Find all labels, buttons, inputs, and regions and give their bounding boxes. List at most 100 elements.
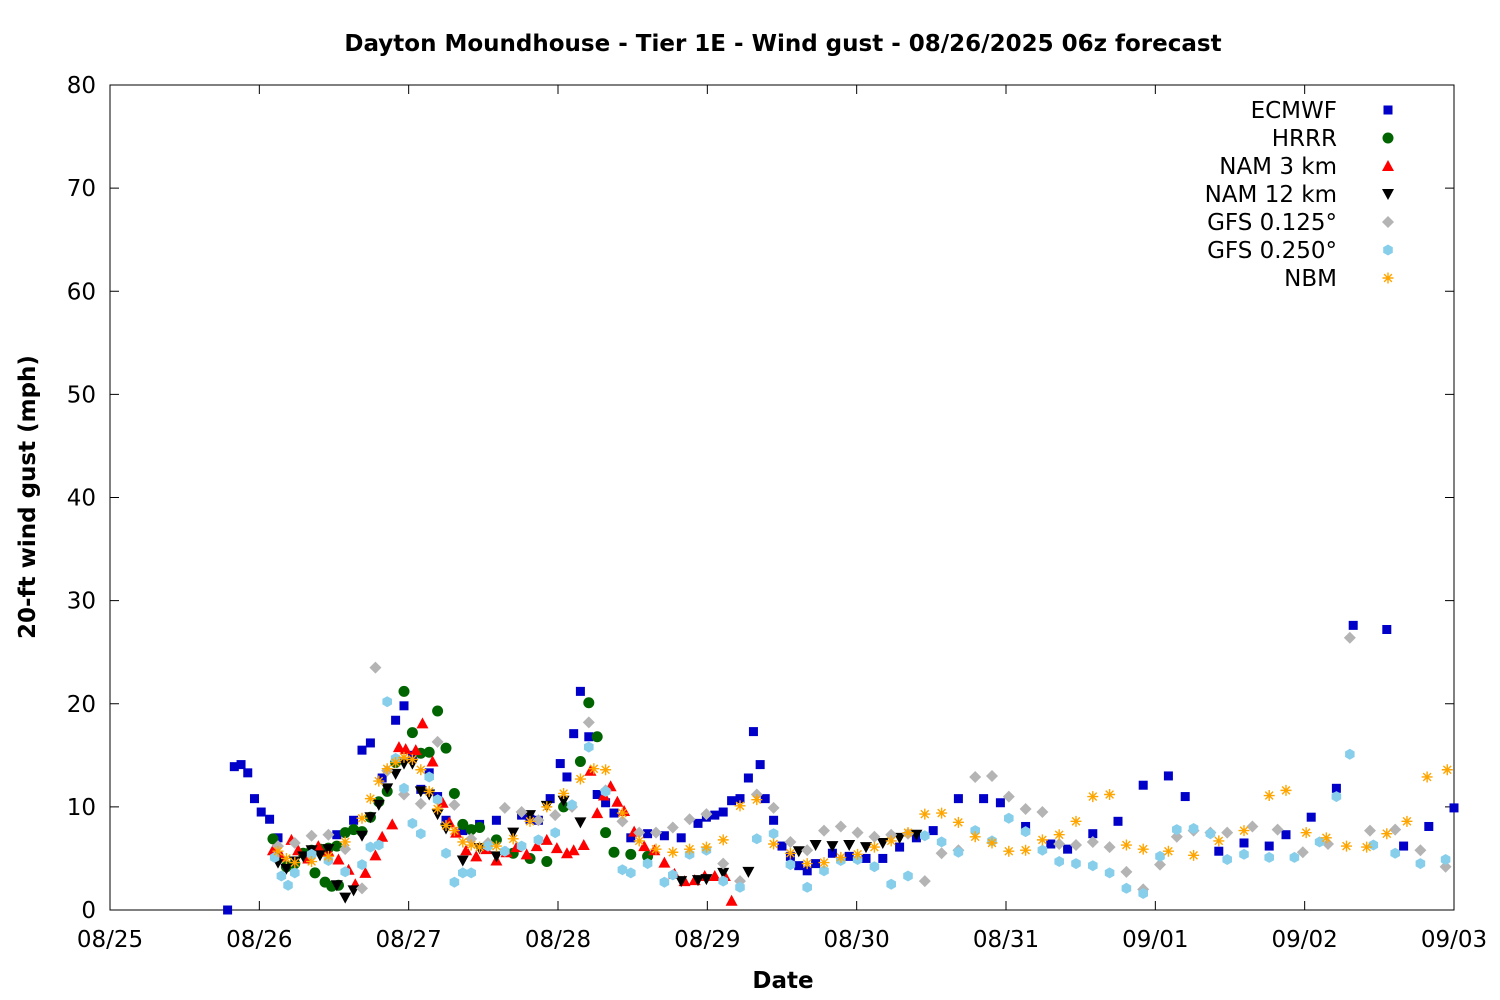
point-nam-12-km: [490, 851, 503, 863]
point-gfs-0-125: [448, 798, 461, 811]
point-nbm: [1070, 815, 1082, 827]
point-hrrr: [541, 856, 553, 868]
point-ecmwf: [777, 841, 787, 851]
x-tick-label: 08/25: [77, 927, 143, 953]
point-nbm: [465, 839, 477, 851]
y-tick-label: 20: [67, 692, 96, 718]
point-gfs-0-250: [1440, 854, 1451, 865]
point-gfs-0-250: [970, 825, 980, 837]
point-ecmwf: [1306, 812, 1316, 822]
legend-marker-nbm: [1382, 272, 1394, 284]
point-nbm: [490, 840, 502, 852]
point-ecmwf: [584, 732, 594, 742]
point-nbm: [700, 841, 712, 853]
point-ecmwf: [693, 818, 703, 828]
point-gfs-0-250: [1331, 791, 1342, 803]
point-nbm: [768, 838, 780, 850]
point-gfs-0-125: [305, 829, 318, 842]
point-ecmwf: [953, 794, 963, 804]
point-ecmwf: [718, 807, 728, 817]
point-hrrr: [432, 705, 444, 717]
point-ecmwf: [592, 790, 602, 799]
point-ecmwf: [1088, 829, 1098, 839]
point-nbm: [885, 835, 897, 847]
point-gfs-0-250: [357, 859, 367, 871]
point-gfs-0-250: [819, 865, 829, 877]
point-gfs-0-125: [1070, 839, 1082, 852]
point-gfs-0-125: [683, 813, 696, 826]
point-nbm: [1003, 845, 1015, 857]
point-nam-3-km: [530, 840, 543, 852]
legend-marker-gfs-0-125: [1382, 216, 1394, 228]
point-nam-12-km: [574, 817, 587, 829]
point-nam-12-km: [675, 876, 688, 888]
point-gfs-0-250: [752, 833, 762, 845]
legend-marker-gfs-0-250: [1383, 244, 1393, 256]
point-hrrr: [267, 833, 279, 845]
point-gfs-0-125: [414, 797, 427, 810]
point-nam-3-km: [658, 856, 671, 868]
point-ecmwf: [1382, 625, 1392, 634]
point-nam-3-km: [376, 830, 389, 842]
y-tick-label: 10: [67, 795, 96, 821]
point-nbm: [835, 851, 847, 863]
legend-marker-ecmwf: [1383, 105, 1393, 115]
y-tick-label: 60: [67, 279, 96, 305]
point-gfs-0-125: [431, 735, 444, 748]
point-ecmwf: [769, 815, 779, 825]
point-nam-3-km: [426, 755, 439, 767]
point-ecmwf: [794, 861, 804, 871]
point-gfs-0-125: [1414, 844, 1427, 857]
point-nbm: [717, 834, 729, 846]
point-nam-12-km: [381, 783, 394, 795]
point-ecmwf: [458, 826, 468, 836]
point-gfs-0-125: [1053, 838, 1066, 850]
point-nbm: [373, 775, 385, 787]
point-gfs-0-250: [886, 878, 896, 890]
point-nbm: [1162, 845, 1174, 857]
point-nam-12-km: [893, 832, 906, 844]
point-hrrr: [625, 848, 637, 860]
point-nam-12-km: [322, 844, 335, 856]
point-ecmwf: [265, 814, 275, 824]
y-axis: 0 10 20 30 40 50 60 70 80: [67, 73, 1454, 924]
point-nam-12-km: [372, 799, 385, 811]
point-gfs-0-125: [356, 882, 368, 895]
point-gfs-0-250: [1155, 850, 1165, 862]
point-gfs-0-250: [516, 840, 527, 852]
point-ecmwf: [243, 768, 253, 778]
point-nam-12-km: [524, 810, 536, 822]
point-nam-12-km: [356, 830, 368, 842]
point-gfs-0-125: [1019, 802, 1032, 815]
point-gfs-0-250: [1020, 826, 1031, 838]
point-gfs-0-125: [369, 661, 382, 674]
point-gfs-0-250: [903, 870, 913, 882]
x-axis-label: Date: [752, 968, 813, 994]
point-nam-12-km: [792, 846, 805, 858]
point-gfs-0-125: [515, 806, 528, 819]
point-nbm: [667, 846, 679, 858]
point-ecmwf: [1180, 792, 1190, 802]
point-gfs-0-125: [1296, 846, 1309, 859]
point-gfs-0-250: [659, 876, 670, 888]
point-gfs-0-250: [1121, 882, 1132, 894]
point-ecmwf: [1449, 803, 1459, 813]
legend-marker-hrrr: [1382, 132, 1394, 144]
point-gfs-0-125: [616, 815, 629, 828]
point-gfs-0-125: [784, 835, 797, 848]
point-nbm: [852, 848, 864, 860]
point-gfs-0-250: [920, 830, 930, 842]
point-nam-3-km: [460, 844, 473, 856]
point-nam-12-km: [809, 840, 822, 852]
point-gfs-0-250: [642, 858, 653, 870]
point-nam-12-km: [826, 841, 839, 853]
point-gfs-0-125: [1086, 835, 1099, 848]
point-ecmwf: [357, 745, 367, 755]
point-hrrr: [474, 822, 486, 833]
point-hrrr: [591, 731, 603, 743]
point-gfs-0-250: [306, 848, 317, 860]
point-gfs-0-250: [1188, 823, 1199, 834]
point-nam-3-km: [416, 717, 429, 729]
point-gfs-0-125: [650, 826, 662, 839]
